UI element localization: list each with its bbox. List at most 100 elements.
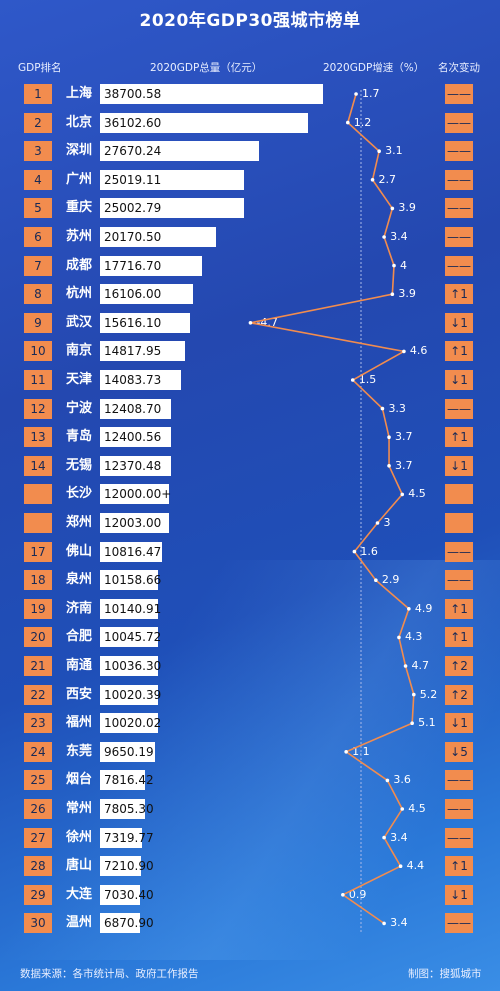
- growth-point: [410, 721, 414, 725]
- rank-change-badge: ——: [445, 398, 473, 419]
- rank-badge: 18: [24, 570, 52, 591]
- growth-point: [382, 835, 386, 840]
- growth-value-label: 4.3: [404, 630, 423, 644]
- gdp-bar: [100, 627, 158, 648]
- growth-point: [392, 263, 396, 268]
- rank-badge: 14: [24, 455, 52, 476]
- rank-badge: 3: [24, 141, 52, 162]
- gdp-value-label: 15616.10: [104, 315, 162, 330]
- growth-point: [385, 778, 390, 783]
- growth-value-label: 0.9: [348, 887, 367, 901]
- city-label: 温州: [66, 915, 93, 931]
- growth-point: [375, 521, 380, 525]
- growth-value-label: 4.4: [406, 859, 425, 873]
- rank-change-badge: ↓1: [445, 370, 473, 390]
- gdp-value-label: 12408.70: [104, 401, 162, 416]
- rank-change-badge: ——: [445, 141, 473, 162]
- rank-change-badge: ——: [445, 770, 473, 791]
- growth-value-label: 4.7: [411, 659, 430, 672]
- gdp-bar: [100, 856, 141, 877]
- rank-badge: 20: [24, 627, 52, 648]
- gdp-bar: [100, 770, 145, 791]
- growth-value-label: 3.9: [398, 201, 416, 215]
- gdp-bar: [100, 141, 259, 162]
- rank-badge: 22: [24, 684, 52, 705]
- rank-change-badge: ↑1: [445, 427, 473, 448]
- growth-point: [382, 921, 386, 926]
- rank-badge: 4: [24, 169, 52, 190]
- rank-badge: 23: [24, 713, 52, 734]
- growth-value-label: 5.1: [418, 716, 436, 730]
- growth-point: [390, 206, 395, 211]
- growth-value-label: 3.9: [398, 287, 416, 301]
- rank-change-badge: ——: [445, 84, 473, 104]
- rank-badge: 6: [24, 227, 52, 247]
- city-label: 泉州: [66, 572, 93, 588]
- city-label: 西安: [66, 686, 93, 702]
- gdp-value-label: 12400.56: [104, 430, 162, 445]
- growth-value-label: 3.7: [395, 430, 413, 444]
- rank-change-badge: ——: [445, 198, 473, 219]
- city-label: 大连: [66, 886, 93, 902]
- gdp-bar: [100, 827, 142, 848]
- growth-value-label: 1.7: [362, 87, 380, 100]
- city-label: 青岛: [66, 429, 93, 445]
- gdp-value-label: 25002.79: [104, 201, 162, 216]
- gdp-bar: [100, 284, 193, 305]
- growth-value-label: 5.2: [419, 687, 438, 701]
- growth-value-label: 4.5: [408, 802, 426, 815]
- rank-change-badge: ↑2: [445, 684, 473, 705]
- header-growth: 2020GDP增速（%）: [323, 62, 425, 74]
- gdp-bar: [100, 84, 323, 104]
- gdp-value-label: 10045.72: [104, 630, 162, 645]
- footer-credit: 制图：搜狐城市: [408, 968, 482, 980]
- gdp-value-label: 27670.24: [104, 144, 162, 159]
- rank-change-badge: ——: [445, 255, 473, 276]
- gdp-value-label: 10158.66: [104, 573, 162, 588]
- header-gdp: 2020GDP总量（亿元）: [150, 62, 263, 74]
- rank-badge: [24, 513, 52, 533]
- gdp-bar: [100, 169, 244, 190]
- gdp-value-label: 20170.50: [104, 230, 162, 244]
- gdp-bar: [100, 455, 171, 476]
- rank-change-badge: ——: [445, 799, 473, 819]
- city-label: 徐州: [66, 829, 93, 845]
- gdp-bar: [100, 227, 216, 247]
- growth-point: [350, 378, 355, 382]
- city-label: 东莞: [66, 743, 93, 759]
- growth-point: [370, 178, 375, 182]
- growth-point: [387, 464, 391, 468]
- growth-value-label: 2.9: [381, 573, 400, 587]
- gdp-bar: [100, 198, 244, 219]
- rank-badge: 21: [24, 656, 52, 676]
- gdp-bar: [100, 541, 162, 562]
- growth-value-label: 3.1: [385, 144, 403, 158]
- rank-change-badge: ——: [445, 827, 473, 848]
- city-label: 广州: [66, 171, 93, 187]
- rank-change-badge: ↑1: [445, 598, 473, 619]
- rank-badge: 30: [24, 913, 52, 934]
- city-label: 南京: [66, 343, 93, 359]
- growth-point: [380, 406, 385, 411]
- gdp-bar: [100, 427, 171, 448]
- rank-change-badge: ↓1: [445, 713, 473, 734]
- gdp-bar: [100, 341, 185, 362]
- growth-point: [374, 578, 378, 582]
- rank-change-badge: [445, 513, 473, 533]
- city-label: 苏州: [66, 229, 93, 244]
- growth-point: [400, 492, 405, 497]
- city-label: 常州: [66, 801, 93, 816]
- rank-change-badge: ↑2: [445, 656, 473, 676]
- city-label: 宁波: [66, 400, 93, 416]
- rank-badge: 5: [24, 198, 52, 219]
- gdp-value-label: 16106.00: [104, 287, 162, 302]
- growth-value-label: 1.2: [353, 115, 372, 129]
- rank-badge: 13: [24, 427, 52, 448]
- gdp-bar: [100, 684, 158, 705]
- city-label: 郑州: [66, 515, 93, 530]
- growth-point: [390, 292, 395, 297]
- growth-value-label: 4.9: [414, 601, 433, 615]
- rank-change-badge: ↑1: [445, 627, 473, 648]
- growth-point: [398, 864, 403, 868]
- growth-value-label: 1.5: [358, 373, 377, 386]
